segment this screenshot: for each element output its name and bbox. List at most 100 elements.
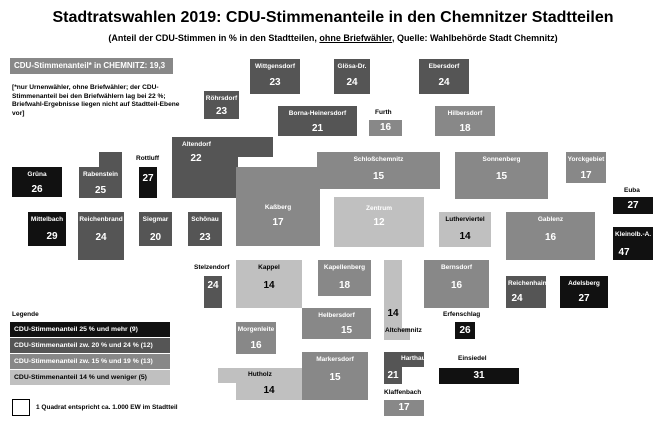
district-adelsberg: Adelsberg 27 [560,276,608,308]
district-hutholz-part: 14 [236,383,302,400]
legend-title: Legende [12,311,39,318]
district-harthau-part [402,352,424,367]
district-value: 31 [473,370,485,381]
district-value: 14 [263,385,275,396]
scale-note: 1 Quadrat entspricht ca. 1.000 EW im Sta… [36,404,178,411]
district-label: Schloßchemnitz [353,156,404,163]
district-label: Kapellenberg [323,264,366,271]
subtitle: (Anteil der CDU-Stimmen in % in den Stad… [0,33,666,43]
district-label: Hilbersdorf [447,110,483,117]
district-kapellenberg: Kapellenberg 18 [318,260,371,296]
district-value: 14 [459,231,471,242]
district-label-einsiedel: Einsiedel [458,355,487,362]
district-label: Yorckgebiet [567,156,605,163]
district-value: 12 [373,217,385,228]
district-rabenstein-part [99,152,122,167]
page-title: Stadtratswahlen 2019: CDU-Stimmenanteile… [52,9,614,26]
district-gablenz: Gablenz 16 [506,212,595,260]
district-label: Hutholz [248,371,272,378]
district-value: 24 [95,232,107,243]
district-value: 23 [215,106,228,117]
district-altchemnitz: 14 [384,260,402,328]
district-label: Grüna [27,171,47,178]
district-hutholz: Hutholz [218,368,302,383]
district-value: 26 [459,325,471,336]
district-morgenleite: Morgenleite 16 [236,322,276,354]
district-value: 18 [338,280,351,291]
district-value: 21 [311,123,324,134]
district-value: 16 [250,340,262,351]
district-label: Röhrsdorf [205,95,238,102]
district-altendorf-part [238,137,273,157]
district-label: Wittgensdorf [254,63,296,70]
district-label: Kappel [258,264,280,271]
district-value: 15 [495,171,508,182]
district-wittgensdorf: Wittgensdorf 23 [250,59,300,94]
district-label-euba: Euba [624,187,640,194]
district-ebersdorf: Ebersdorf 24 [419,59,469,94]
district-label: Kleinolb.-A. [615,231,652,238]
district-label: Borna-Heinersdorf [288,110,347,117]
district-lutherviertel: Lutherviertel 14 [439,212,491,247]
district-label: Morgenleite [237,326,275,333]
district-euba: 27 [613,197,653,214]
district-value: 15 [329,372,341,383]
district-harthau: 21 [384,352,402,384]
district-label: Ebersdorf [428,63,460,70]
district-gruena: Grüna 26 [12,167,62,197]
district-value: 26 [31,184,43,195]
district-label-erfenschlag: Erfenschlag [443,311,481,318]
district-label: Helbersdorf [318,312,355,319]
district-label-harthau: Harthau [401,355,426,362]
district-value: 20 [149,232,162,243]
district-value: 17 [272,217,284,228]
district-klaffenbach: 17 [384,400,424,416]
district-label: Gablenz [537,216,564,223]
district-mittelbach: Mittelbach 29 [28,212,66,246]
district-borna-heinersdorf: Borna-Heinersdorf 21 [278,106,357,136]
district-markersdorf: Markersdorf 15 [302,352,368,400]
district-value: 16 [379,122,392,133]
district-label-altchemnitz: Altchemnitz [385,327,422,334]
district-kappel: Kappel 14 [236,260,302,308]
district-value: 27 [627,200,639,211]
district-label: Reichenhain [508,280,547,287]
district-value: 27 [578,293,590,304]
footnote: [*nur Urnenwähler, ohne Briefwähler; der… [12,84,180,117]
district-kassberg: Kaßberg 17 [236,167,320,246]
district-label: Altendorf [182,141,211,148]
district-label: Zentrum [366,205,392,212]
district-value: 47 [618,247,630,258]
district-label-furth: Furth [375,109,392,116]
district-value: 27 [142,173,154,184]
district-label: Mittelbach [30,216,64,223]
district-stelzendorf: 24 [204,276,222,308]
district-label-stelzendorf: Stelzendorf [194,264,230,271]
district-kleinolbersdorf-altenhain: Kleinolb.-A. 47 [613,227,653,260]
legend-item-14-less: CDU-Stimmenanteil 14 % und weniger (5) [10,370,170,385]
district-hilbersdorf: Hilbersdorf 18 [435,106,495,136]
district-reichenhain: Reichenhain 24 [506,276,547,308]
subtitle-part-2: , Quelle: Wahlbehörde Stadt Chemnitz) [391,33,558,43]
district-value: 22 [190,153,202,164]
scale-square [12,399,30,416]
district-value: 23 [269,77,281,88]
district-bernsdorf: Bernsdorf 16 [424,260,489,308]
district-gloesa-draisdorf: Glösa-Dr. 24 [334,59,370,94]
district-label: Lutherviertel [445,216,485,223]
district-value: 24 [346,77,358,88]
district-schoenau: Schönau 23 [188,212,222,246]
district-label-klaffenbach: Klaffenbach [384,389,422,396]
district-schlosschemnitz: Schloßchemnitz 15 [317,152,440,189]
district-label: Reichenbrand [79,216,123,223]
district-erfenschlag: 26 [455,322,475,339]
district-label-rottluff: Rottluff [136,155,160,162]
district-label: Schönau [191,216,219,223]
district-yorckgebiet: Yorckgebiet 17 [566,152,606,183]
district-value: 15 [340,325,353,336]
district-value: 24 [511,293,523,304]
subtitle-underlined: ohne Briefwähler [319,33,392,43]
district-siegmar: Siegmar 20 [139,212,172,246]
district-value: 16 [450,280,463,291]
district-reichenbrand: Reichenbrand 24 [78,212,124,260]
